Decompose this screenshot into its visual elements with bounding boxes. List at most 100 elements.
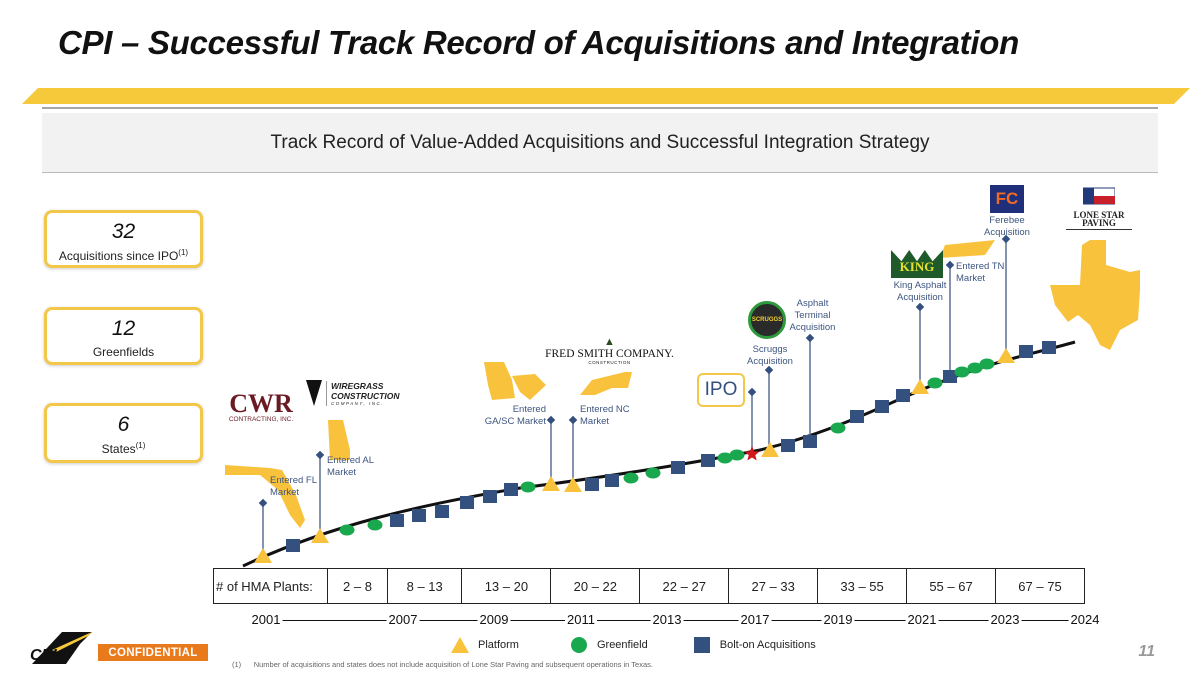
year-label: 2007 [386,612,420,627]
table-cell: 13 – 20 [461,568,552,604]
cwr-logo: CWR CONTRACTING, INC. [224,391,298,424]
logo-text: KING [899,259,935,274]
greenfield-circle-icon [570,637,587,653]
greenfield-marker [954,366,970,378]
greenfield-marker [645,467,661,479]
callout-pin [568,415,578,486]
bolton-acquisition-marker [504,483,518,496]
callout-pin [1001,234,1011,357]
year-label: 2009 [477,612,511,627]
bolton-acquisition-marker [435,505,449,518]
year-label: 2023 [988,612,1022,627]
stat-label: Greenfields [92,345,155,359]
callout-asphalt-terminal: Asphalt Terminal Acquisition [789,298,836,333]
year-label: 2017 [738,612,772,627]
bolton-acquisition-marker [671,461,685,474]
table-row: # of HMA Plants: 2 – 8 8 – 13 13 – 20 20… [213,568,1086,604]
bolton-acquisition-marker [943,370,957,383]
platform-marker [761,442,779,457]
north-carolina-shape [580,372,632,395]
texas-flag-icon [1082,187,1116,205]
legend-bolton: Bolt-on Acquisitions [719,639,816,651]
callout-pin [546,415,556,485]
callout-tn-market: Entered TN Market [956,261,1005,284]
callout-ferebee: Ferebee Acquisition [984,215,1030,238]
callout-nc-market: Entered NC Market [580,404,630,427]
stat-label: States [101,442,136,456]
georgia-shape [484,362,515,400]
scruggs-logo: SCRUGGS [748,301,786,339]
bolton-acquisition-marker [875,400,889,413]
wiregrass-shield-icon [306,380,322,406]
table-cell: 8 – 13 [386,568,463,604]
stat-label: Acquisitions since IPO [58,249,179,263]
greenfield-marker [830,422,846,434]
bolton-acquisition-marker [1042,341,1056,354]
bolton-acquisition-marker [1019,345,1033,358]
callout-scruggs: Scruggs Acquisition [747,344,793,367]
footnote-ref: (1) [178,248,189,257]
wiregrass-logo: WIREGRASS CONSTRUCTION COMPANY, INC. [306,380,399,406]
hma-plants-table: # of HMA Plants: 2 – 8 8 – 13 13 – 20 20… [213,568,1086,604]
platform-marker [542,476,560,491]
platform-marker [911,379,929,394]
stat-card-greenfields: 12 Greenfields [44,307,203,365]
page-number: 11 [1138,643,1155,660]
bolton-acquisition-marker [896,389,910,402]
greenfield-marker [729,449,745,461]
title-underline-bar [22,88,1190,109]
callout-gasc-market: Entered GA/SC Market [484,404,546,427]
callout-fl-market: Entered FL Market [270,475,317,498]
bolton-acquisition-marker [483,490,497,503]
florida-shape [225,465,305,528]
table-cell: 33 – 55 [817,568,908,604]
lone-star-paving-logo: LONE STAR PAVING [1066,184,1132,230]
ipo-star-marker [744,446,760,461]
bolton-acquisition-marker [286,539,300,552]
callout-king-asphalt: King Asphalt Acquisition [893,280,947,303]
bolton-acquisition-marker [412,509,426,522]
year-label: 2011 [565,612,597,627]
ipo-marker-box: IPO [697,373,745,407]
bolton-acquisition-marker [460,496,474,509]
svg-text:CPI: CPI [30,647,57,664]
year-label: 2021 [905,612,939,627]
texas-shape [1050,240,1140,350]
callout-pin [915,302,925,388]
table-header: # of HMA Plants: [213,568,328,604]
logo-text: SCRUGGS [751,317,783,323]
platform-marker [997,348,1015,363]
callout-pin [945,260,955,377]
legend-greenfield: Greenfield [596,639,648,651]
legend-platform: Platform [478,639,519,651]
confidential-badge: CONFIDENTIAL [98,644,208,661]
acquisition-timeline [225,234,1140,568]
bolton-acquisition-marker [850,410,864,423]
callout-al-market: Entered AL Market [327,455,374,478]
logo-text: FC [995,189,1019,208]
callout-pin [805,333,815,442]
greenfield-marker [927,377,943,389]
fred-smith-logo: ▲ FRED SMITH COMPANY. CONSTRUCTION [542,336,677,365]
callout-pin [764,365,774,451]
greenfield-marker [967,362,983,374]
legend: Platform Greenfield Bolt-on Acquisitions [450,636,824,654]
year-label: 2024 [1068,612,1102,627]
ferebee-logo: FC [990,185,1024,213]
greenfield-marker [717,452,733,464]
footnote-text: Number of acquisitions and states does n… [253,660,653,669]
tree-icon: ▲ [604,336,615,348]
greenfield-marker [367,519,383,531]
callout-pin [747,387,757,454]
platform-marker [311,528,329,543]
bolton-acquisition-marker [605,474,619,487]
stat-value: 32 [111,220,136,243]
year-label: 2013 [650,612,684,627]
stat-card-states: 6 States(1) [44,403,203,463]
greenfield-marker [339,524,355,536]
greenfield-marker [979,358,995,370]
table-cell: 20 – 22 [550,568,641,604]
south-carolina-shape [512,374,546,400]
footnote-number: (1) [232,660,242,669]
table-cell: 2 – 8 [327,568,388,604]
